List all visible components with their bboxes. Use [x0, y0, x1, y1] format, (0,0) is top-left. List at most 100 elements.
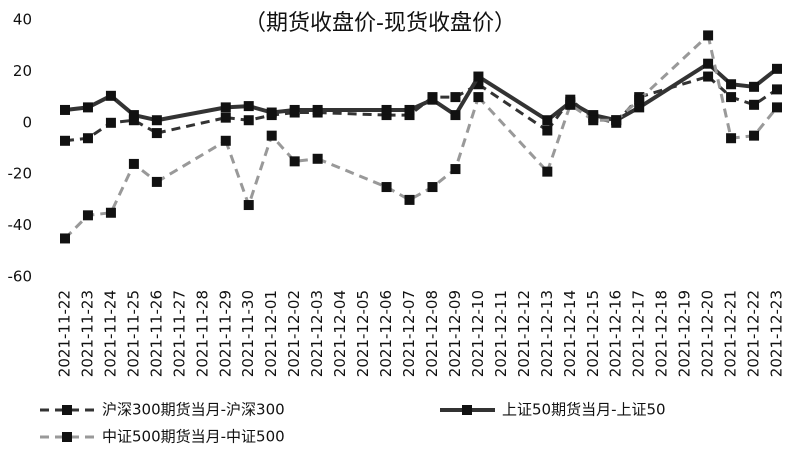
marker: [128, 110, 139, 121]
legend-marker: [62, 432, 72, 442]
marker: [588, 115, 599, 126]
marker: [105, 117, 116, 128]
marker: [404, 104, 415, 115]
gap-connector: [156, 139, 227, 184]
x-tick-label: 2021-12-16: [607, 290, 625, 377]
marker: [749, 99, 760, 110]
marker: [542, 115, 553, 126]
gap-connector: [317, 157, 388, 189]
series-line: [63, 161, 158, 240]
x-tick-label: 2021-11-28: [193, 290, 211, 377]
marker: [381, 104, 392, 115]
marker: [243, 115, 254, 126]
gap-connector: [477, 83, 549, 132]
legend-marker: [62, 405, 72, 415]
marker: [381, 110, 392, 121]
x-tick-label: 2021-12-19: [676, 290, 694, 377]
x-tick-label: 2021-11-30: [239, 290, 257, 377]
marker: [266, 107, 277, 118]
x-tick-label: 2021-12-21: [722, 290, 740, 377]
marker: [151, 115, 162, 126]
marker: [151, 128, 162, 139]
y-tick-label: -60: [8, 268, 33, 286]
marker: [312, 104, 323, 115]
marker: [60, 233, 70, 244]
marker: [611, 115, 622, 126]
x-tick-label: 2021-12-04: [331, 290, 349, 377]
marker: [105, 207, 116, 218]
legend-marker: [462, 405, 472, 415]
x-tick-label: 2021-12-23: [768, 290, 786, 377]
marker: [473, 92, 484, 103]
marker: [703, 30, 714, 41]
marker: [703, 71, 714, 82]
x-tick-label: 2021-12-06: [377, 290, 395, 377]
marker: [749, 130, 760, 141]
x-tick-label: 2021-11-23: [78, 290, 96, 377]
marker: [128, 115, 139, 126]
marker: [542, 125, 553, 136]
x-tick-label: 2021-11-24: [101, 290, 119, 377]
marker: [450, 92, 461, 103]
marker: [726, 79, 737, 90]
marker: [60, 135, 70, 146]
x-tick-label: 2021-12-11: [492, 290, 510, 377]
marker: [220, 102, 231, 113]
marker: [381, 182, 392, 193]
x-tick-label: 2021-12-18: [653, 290, 671, 377]
gap-connector: [477, 74, 549, 122]
x-tick-label: 2021-11-25: [124, 290, 142, 377]
marker: [634, 102, 645, 113]
marker: [404, 194, 415, 205]
marker: [565, 99, 576, 110]
marker: [749, 81, 760, 92]
x-tick-label: 2021-12-22: [745, 290, 763, 377]
marker: [634, 94, 645, 105]
marker: [82, 133, 93, 144]
marker: [151, 176, 162, 187]
x-tick-label: 2021-12-20: [699, 290, 717, 377]
marker: [289, 156, 300, 167]
gap-connector: [638, 34, 710, 101]
series-line: [706, 62, 779, 89]
gap-connector: [477, 96, 549, 173]
x-tick-label: 2021-11-22: [56, 290, 74, 377]
marker: [82, 210, 93, 221]
marker: [427, 182, 438, 193]
y-tick-label: 40: [13, 11, 32, 29]
gap-connector: [156, 116, 227, 135]
x-tick-label: 2021-12-14: [561, 290, 579, 377]
marker: [542, 166, 553, 177]
marker: [220, 112, 231, 123]
marker: [312, 153, 323, 164]
legend-label: 中证500期货当月-中证500: [102, 428, 285, 446]
series-line: [224, 132, 318, 210]
x-tick-label: 2021-12-13: [538, 290, 556, 377]
marker: [266, 130, 277, 141]
y-tick-label: -20: [8, 165, 33, 183]
y-tick-label: 20: [13, 62, 32, 80]
marker: [726, 92, 737, 103]
marker: [703, 58, 714, 69]
x-tick-label: 2021-12-12: [515, 290, 533, 377]
x-tick-label: 2021-12-15: [584, 290, 602, 377]
marker: [726, 133, 737, 144]
y-tick-label: 0: [22, 113, 32, 131]
x-tick-label: 2021-11-29: [216, 290, 234, 377]
y-tick-label: -40: [8, 216, 33, 234]
x-tick-label: 2021-12-03: [308, 290, 326, 377]
marker: [588, 110, 599, 121]
x-tick-label: 2021-11-26: [147, 290, 165, 377]
marker: [105, 90, 116, 101]
x-tick-label: 2021-12-10: [469, 290, 487, 377]
marker: [220, 135, 231, 146]
x-tick-label: 2021-12-08: [423, 290, 441, 377]
marker: [82, 102, 93, 113]
marker: [473, 79, 484, 90]
marker: [427, 94, 438, 105]
x-tick-label: 2021-12-05: [354, 290, 372, 377]
legend-label: 沪深300期货当月-沪深300: [102, 401, 285, 419]
x-tick-label: 2021-11-27: [170, 290, 188, 377]
marker: [289, 104, 300, 115]
